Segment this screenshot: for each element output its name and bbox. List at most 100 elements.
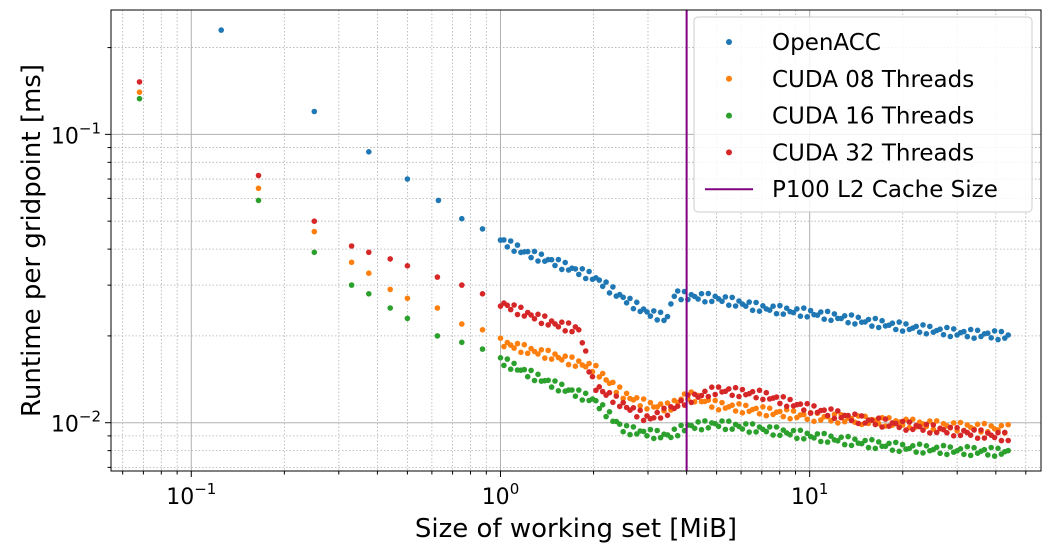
data-point [794, 306, 800, 312]
data-point [657, 434, 664, 441]
data-point [637, 403, 643, 409]
data-point [920, 450, 926, 456]
data-point [528, 312, 534, 318]
data-point [599, 402, 606, 408]
data-point [756, 411, 763, 417]
data-point [831, 415, 838, 422]
y-tick-label: 10−2 [51, 408, 101, 438]
data-point [893, 439, 899, 446]
data-point [770, 303, 776, 310]
data-point [736, 393, 742, 400]
data-point [760, 396, 766, 403]
legend-marker [726, 75, 732, 82]
data-point [961, 451, 967, 458]
legend-entry: P100 L2 Cache Size [705, 177, 998, 203]
data-point [719, 399, 725, 406]
data-point [606, 290, 613, 296]
data-point [773, 310, 780, 317]
data-point [1005, 447, 1011, 454]
data-point [691, 425, 698, 432]
data-point [930, 422, 937, 428]
data-point [852, 411, 858, 418]
data-point [869, 323, 875, 329]
data-point [961, 328, 967, 335]
data-point [981, 446, 988, 453]
data-point [1005, 332, 1011, 338]
data-point [548, 256, 555, 263]
data-point [985, 452, 991, 458]
data-point [404, 263, 411, 269]
data-point [1005, 421, 1011, 428]
data-point [790, 309, 797, 316]
data-point [978, 427, 984, 433]
data-point [722, 294, 729, 300]
data-point [579, 397, 586, 403]
data-point [957, 446, 964, 452]
data-point [630, 424, 637, 430]
data-point [404, 176, 411, 182]
data-point [620, 399, 626, 406]
data-point [923, 443, 930, 449]
data-point [916, 329, 923, 336]
data-point [555, 324, 562, 330]
data-point [623, 390, 630, 397]
data-point [678, 397, 684, 404]
data-point [599, 370, 606, 377]
data-point [616, 403, 623, 410]
data-point [766, 405, 773, 412]
data-point [777, 302, 783, 309]
x-tick-label: 100 [482, 480, 520, 510]
data-point [967, 326, 974, 333]
data-point [991, 453, 998, 459]
data-point [404, 295, 411, 302]
data-point [709, 404, 715, 410]
data-point [593, 362, 599, 369]
data-point [845, 433, 851, 440]
data-point [348, 282, 355, 288]
data-point [616, 384, 623, 390]
data-point [838, 434, 844, 441]
data-point [821, 316, 827, 323]
data-point [944, 451, 950, 458]
data-point [702, 299, 708, 305]
data-point [841, 441, 848, 448]
data-point [657, 415, 664, 421]
data-point [136, 89, 143, 95]
data-point [950, 420, 957, 426]
data-point [623, 300, 630, 306]
data-point [933, 429, 940, 436]
data-point [521, 366, 528, 373]
tick-labels: 10−1 100 101 10−2 10−1 [51, 119, 829, 510]
data-point [562, 353, 568, 360]
data-point [661, 317, 667, 324]
data-point [947, 333, 954, 340]
data-point [501, 343, 507, 350]
data-point [664, 412, 671, 419]
data-point [824, 439, 831, 445]
data-points [136, 27, 1011, 459]
data-point [824, 412, 831, 419]
data-point [732, 384, 739, 391]
data-point [531, 316, 538, 322]
data-point [831, 311, 838, 317]
data-point [852, 321, 858, 327]
data-point [507, 366, 514, 373]
data-point [828, 406, 834, 412]
data-point [995, 336, 1001, 343]
data-point [753, 299, 759, 306]
data-point [586, 369, 592, 375]
data-point [640, 428, 647, 435]
data-point [511, 302, 517, 308]
data-point [535, 371, 541, 378]
data-point [582, 348, 589, 354]
legend-marker [726, 112, 732, 119]
data-point [899, 418, 906, 425]
data-point [787, 396, 793, 403]
data-point [889, 447, 896, 454]
data-point [933, 418, 940, 424]
data-point [576, 358, 582, 364]
data-point [903, 427, 909, 433]
data-point [504, 356, 511, 362]
data-point [538, 347, 545, 353]
data-point [773, 424, 780, 430]
